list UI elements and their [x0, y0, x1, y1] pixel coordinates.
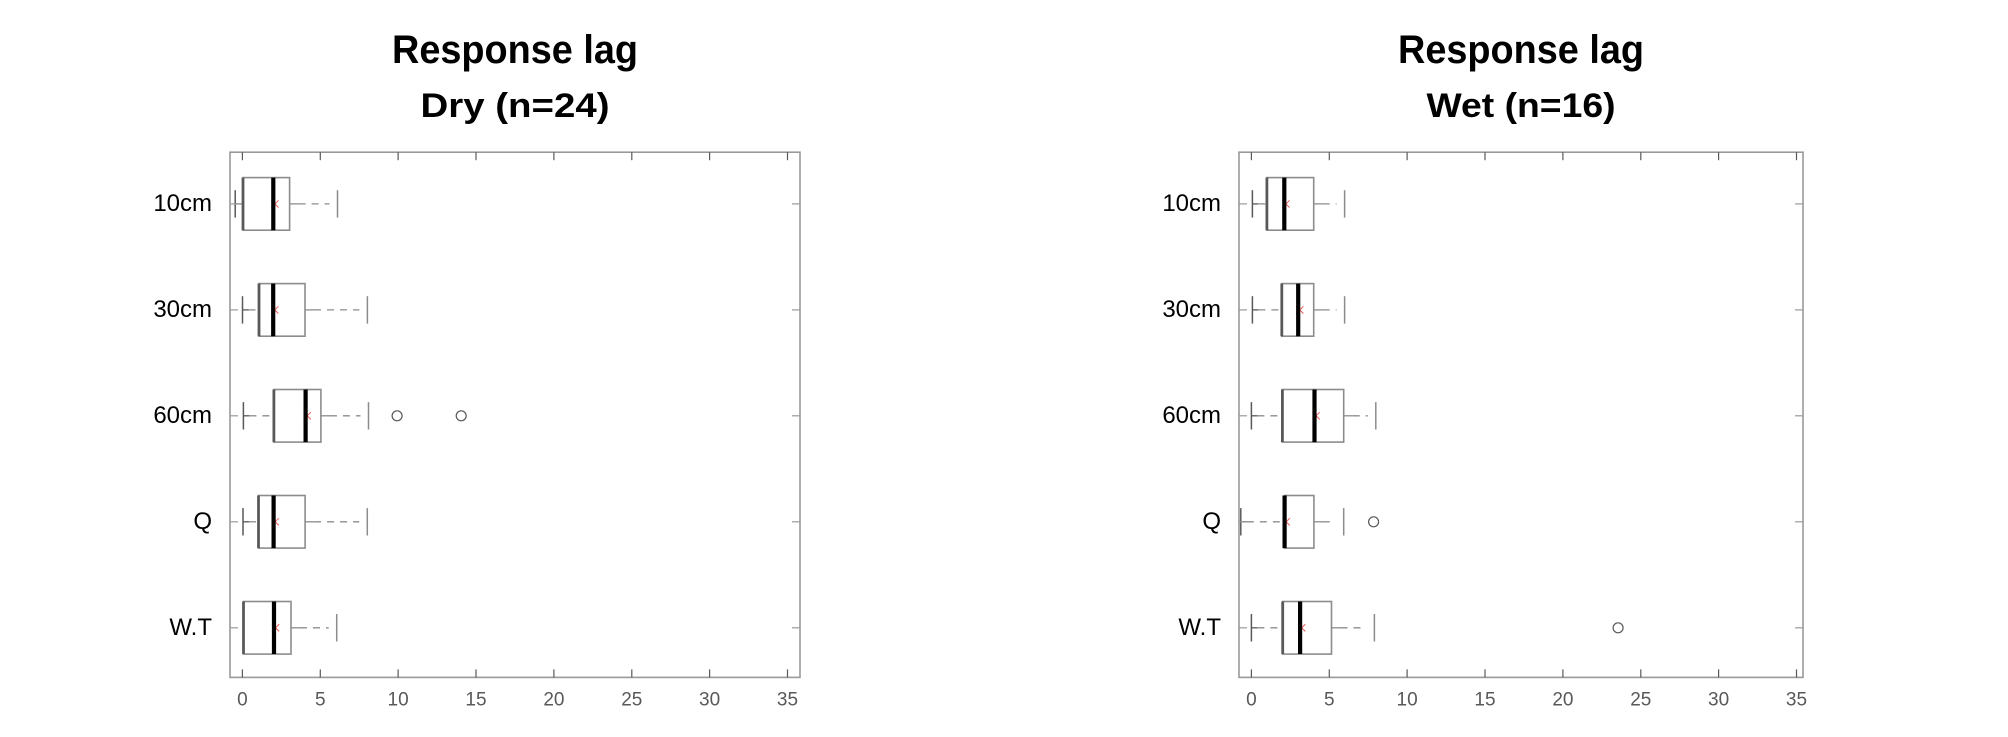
svg-text:25: 25 — [1630, 689, 1651, 710]
svg-text:10: 10 — [388, 689, 409, 710]
svg-text:Q: Q — [193, 508, 212, 535]
svg-text:5: 5 — [315, 689, 326, 710]
svg-text:Response lag: Response lag — [1398, 28, 1644, 72]
svg-text:15: 15 — [465, 689, 486, 710]
svg-text:30cm: 30cm — [1162, 296, 1221, 323]
svg-text:W.T: W.T — [169, 614, 212, 641]
svg-text:30: 30 — [699, 689, 720, 710]
svg-text:0: 0 — [237, 689, 248, 710]
svg-text:30: 30 — [1708, 689, 1729, 710]
svg-text:35: 35 — [1786, 689, 1807, 710]
svg-text:35: 35 — [777, 689, 798, 710]
svg-text:10cm: 10cm — [1162, 190, 1221, 217]
svg-text:10: 10 — [1397, 689, 1418, 710]
svg-text:Wet (n=16): Wet (n=16) — [1427, 87, 1616, 125]
svg-text:60cm: 60cm — [153, 402, 212, 429]
svg-text:15: 15 — [1474, 689, 1495, 710]
svg-text:10cm: 10cm — [153, 190, 212, 217]
svg-text:20: 20 — [543, 689, 564, 710]
svg-text:Response lag: Response lag — [392, 28, 638, 72]
svg-text:30cm: 30cm — [153, 296, 212, 323]
svg-text:Dry (n=24): Dry (n=24) — [421, 87, 610, 125]
svg-text:0: 0 — [1246, 689, 1257, 710]
svg-text:W.T: W.T — [1178, 614, 1221, 641]
svg-text:20: 20 — [1552, 689, 1573, 710]
svg-text:Q: Q — [1202, 508, 1221, 535]
svg-text:25: 25 — [621, 689, 642, 710]
svg-text:5: 5 — [1324, 689, 1335, 710]
svg-text:60cm: 60cm — [1162, 402, 1221, 429]
